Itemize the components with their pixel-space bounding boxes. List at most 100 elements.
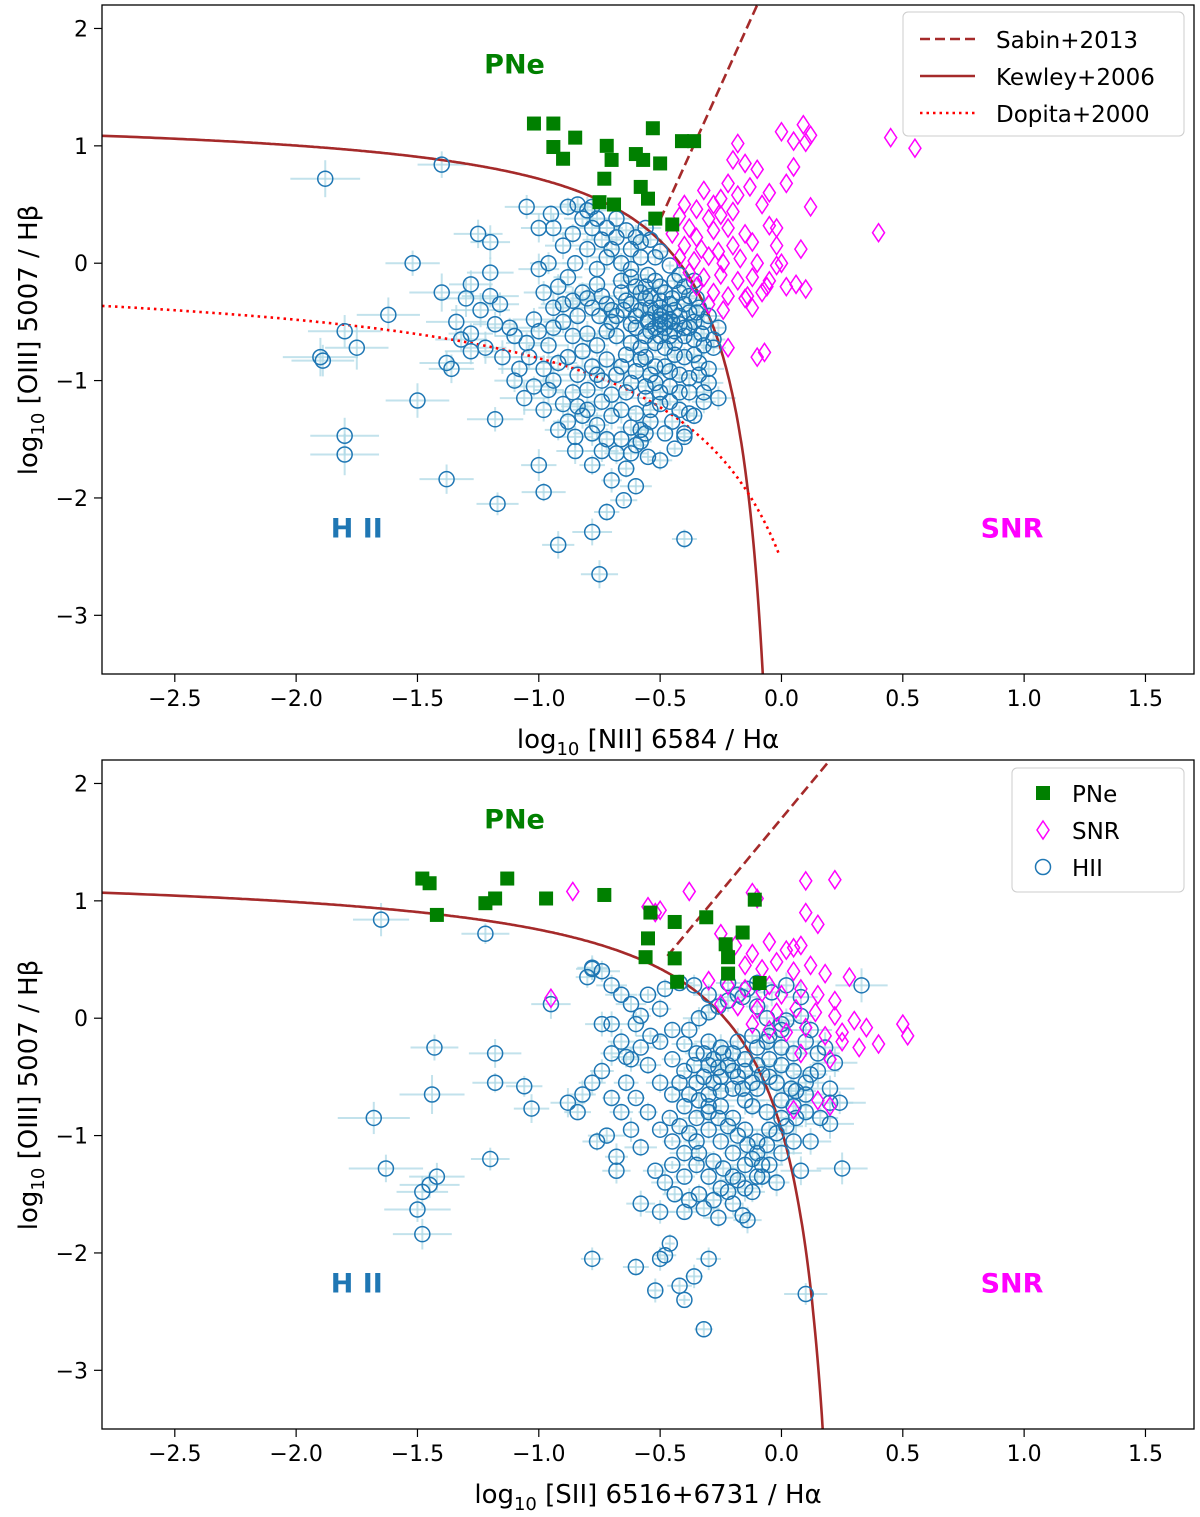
hii-point [472, 301, 489, 319]
hii-point [700, 986, 717, 1003]
hii-point [613, 431, 630, 448]
hii-point [598, 503, 615, 521]
snr-point [774, 984, 789, 1006]
hii-point [569, 366, 586, 383]
hii-point [365, 1109, 383, 1127]
snr-point [803, 955, 818, 976]
hii-point [761, 1156, 778, 1174]
hii-point [574, 284, 591, 301]
hii-point [477, 339, 494, 356]
y-axis-label-text: [OIII] 5007 / Hβ [14, 205, 44, 413]
hii-point [632, 1195, 649, 1212]
hii-point [583, 456, 601, 474]
hii-point [622, 334, 640, 352]
hii-point [593, 287, 611, 305]
snr-point [721, 337, 735, 359]
hii-point [588, 416, 606, 434]
hii-point [802, 1133, 819, 1150]
hii-point [695, 337, 713, 354]
hii-point [797, 1033, 814, 1050]
y-axis-label: log10 [OIII] 5007 / Hβ [14, 960, 49, 1230]
hii-point [426, 1039, 443, 1056]
hii-point [312, 348, 329, 366]
snr-point [769, 217, 784, 239]
hii-point [613, 254, 630, 272]
snr-point [789, 998, 803, 1020]
snr-point [721, 173, 735, 194]
hii-point [695, 1200, 713, 1217]
pne-point [546, 140, 561, 155]
snr-point [706, 219, 721, 241]
hii-point [627, 1015, 645, 1033]
pne-point [752, 976, 767, 990]
hii-point [632, 284, 649, 301]
snr-point [689, 198, 704, 220]
pne-point [747, 892, 762, 907]
hii-point [545, 372, 562, 389]
hii-point [700, 1004, 717, 1021]
hii-point [549, 278, 567, 295]
hii-point [676, 425, 693, 442]
hii-point [559, 1094, 577, 1111]
hii-point [787, 1109, 805, 1127]
snr-point [774, 252, 789, 274]
demarcation-curves [102, 760, 832, 1429]
y-tick-label: 1 [74, 135, 88, 160]
snr-point [827, 869, 842, 891]
hii-point [753, 1066, 771, 1083]
snr-point [726, 235, 740, 256]
legend-label-sabin: Sabin+2013 [996, 28, 1138, 54]
y-tick-label: −1 [56, 1125, 88, 1150]
snr-point [827, 1005, 842, 1027]
hii-point [627, 1089, 645, 1107]
snr-point [793, 935, 808, 956]
x-tick-label: −2.0 [269, 687, 322, 712]
snr-point [760, 276, 774, 298]
hii-point [797, 1086, 814, 1103]
y-axis-label: log10 [OIII] 5007 / Hβ [14, 205, 49, 475]
hii-point [656, 358, 674, 375]
hii-point [569, 307, 586, 325]
pne-point [546, 116, 561, 131]
hii-point [666, 301, 683, 319]
hii-point [549, 354, 567, 372]
snr-point [544, 987, 558, 1009]
hii-point [603, 977, 620, 994]
pne-point [604, 152, 619, 167]
hii-point [579, 240, 596, 258]
hii-point [593, 1062, 611, 1080]
hii-point [588, 337, 606, 354]
hii-point [661, 257, 679, 274]
hii-point [583, 1074, 601, 1092]
pne-point [636, 152, 651, 167]
snr-point [682, 262, 697, 283]
hii-point [666, 346, 683, 364]
hii-point [656, 1247, 674, 1264]
snr-point [798, 902, 813, 923]
x-tick-label: −1.5 [391, 687, 444, 712]
snr-point [798, 131, 813, 153]
hii-point [729, 1068, 747, 1086]
y-tick-label: −2 [56, 487, 88, 512]
legend-box [902, 11, 1185, 137]
hii-point [566, 254, 584, 272]
snr-point [740, 285, 755, 307]
hii-point [564, 292, 582, 310]
hii-point [639, 448, 657, 466]
hii-point [831, 1094, 848, 1111]
hii-point [647, 272, 664, 290]
chart-panel-sii: PNe H II SNR −2.5 −2.0 −1.5 −1.0 −0.5 0.0 0.5 1… [14, 759, 1195, 1515]
x-axis-label: log10 [NII] 6584 / Hα [517, 725, 779, 760]
hii-point [719, 1183, 737, 1201]
snr-point [750, 252, 765, 274]
snr-point [745, 231, 760, 253]
pne-point [641, 931, 655, 946]
snr-point [818, 963, 833, 984]
hii-point [409, 392, 426, 409]
hii-point [486, 1045, 504, 1062]
hii-point [622, 1051, 640, 1068]
hii-point [617, 346, 635, 364]
plot-frame [101, 759, 1195, 1430]
hii-point [666, 1186, 683, 1203]
snr-point [871, 1033, 886, 1055]
